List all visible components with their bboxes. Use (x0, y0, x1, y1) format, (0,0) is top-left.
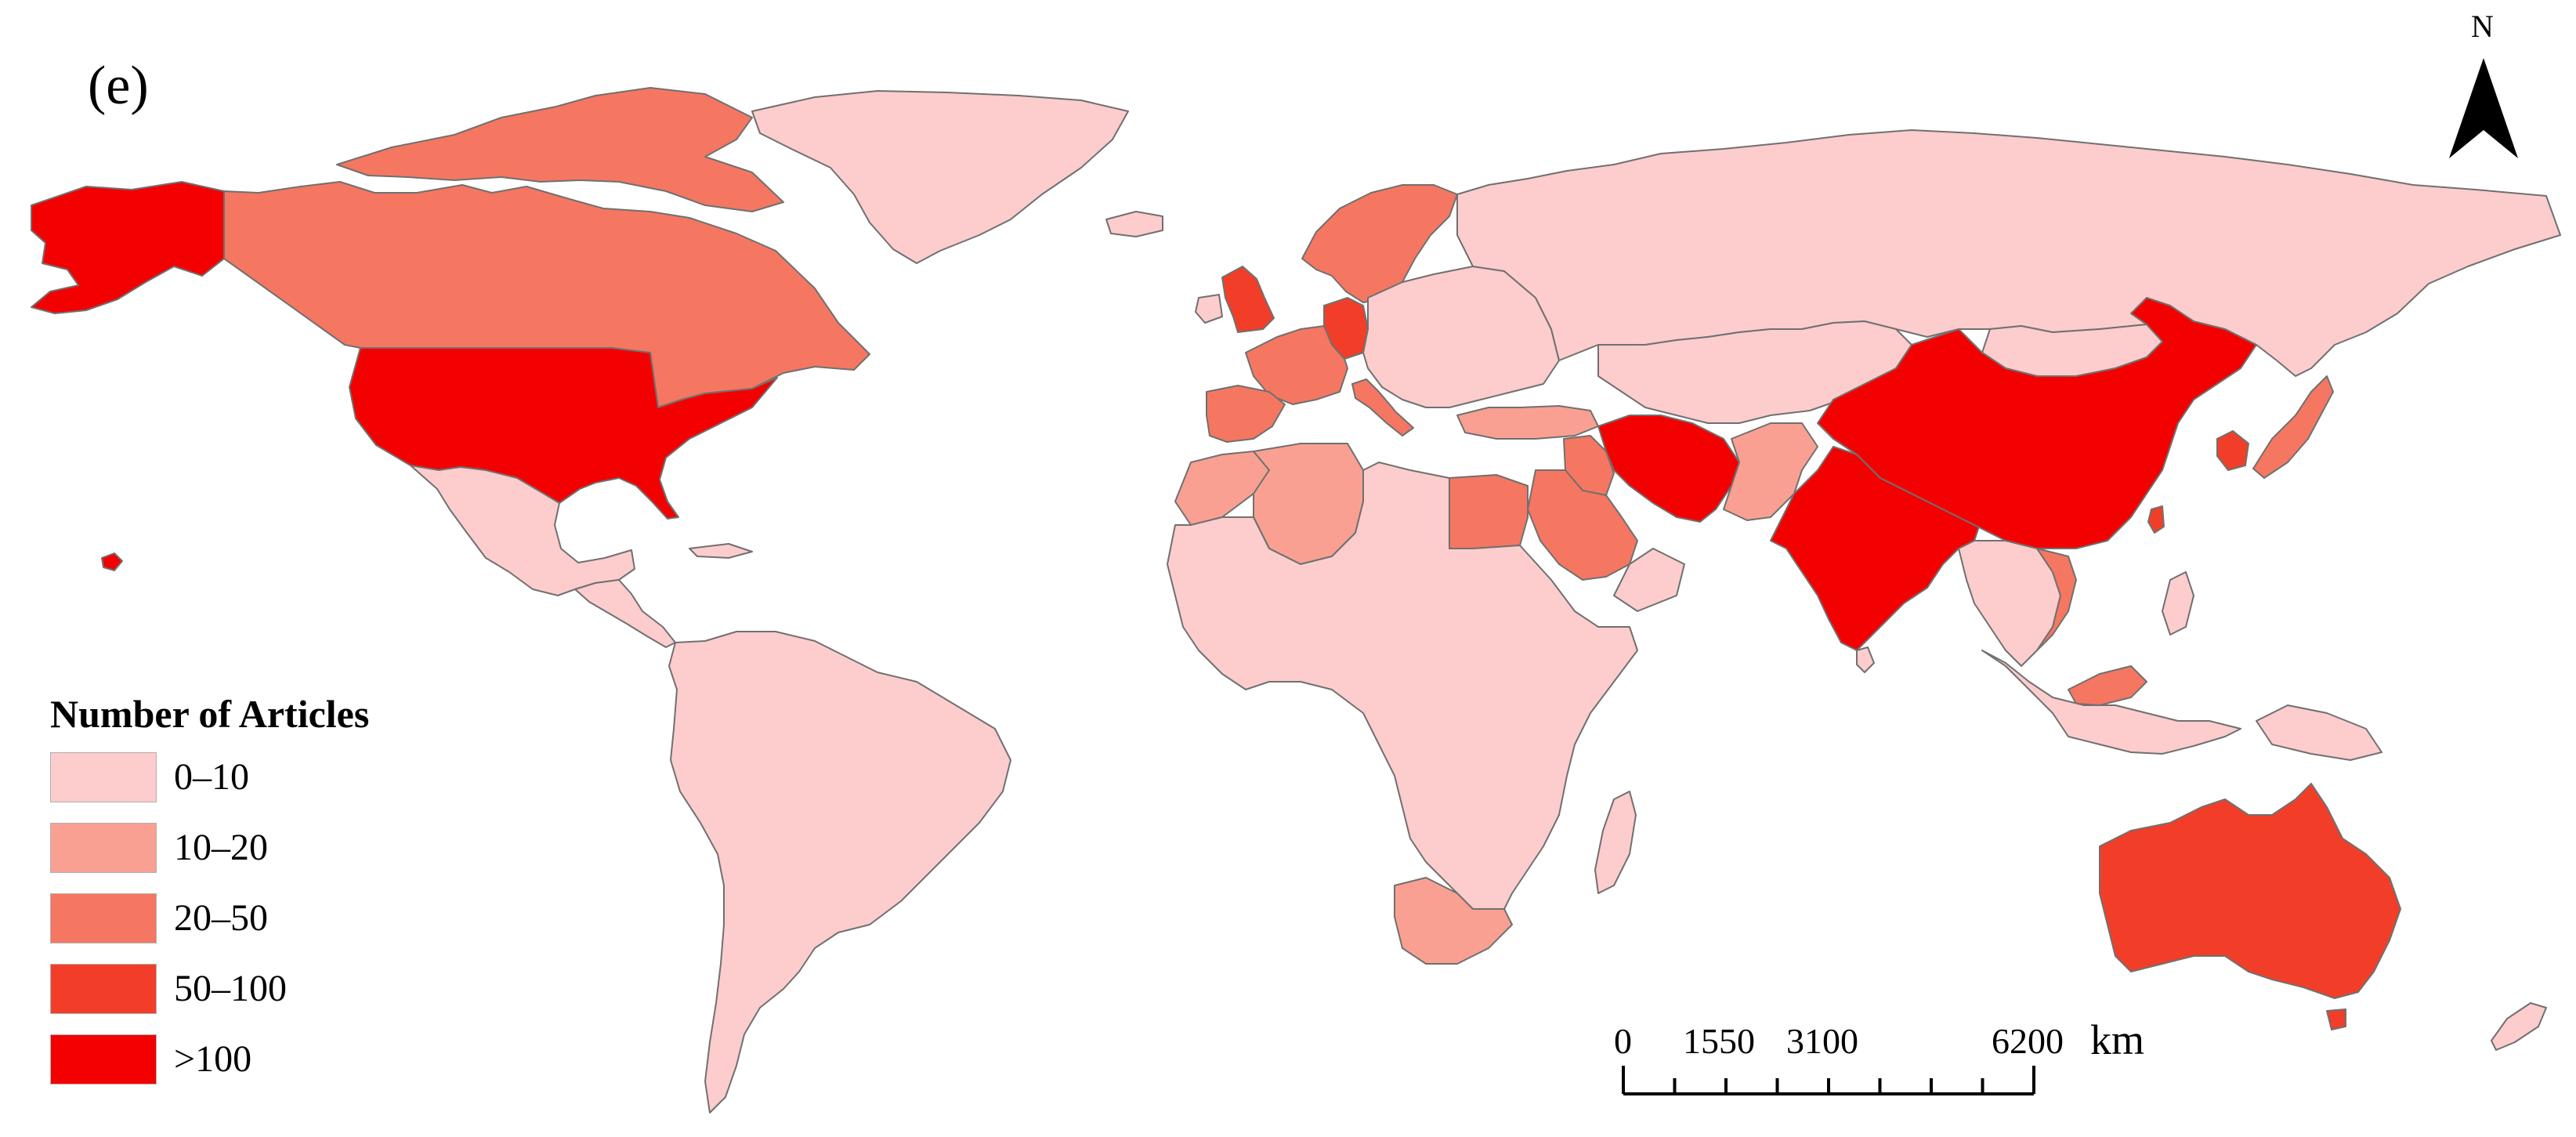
region-malaysia (2068, 665, 2147, 706)
legend-item: 0–10 (50, 752, 249, 804)
scale-unit: km (2090, 1016, 2145, 1063)
scale-label: 1550 (1683, 1021, 1755, 1061)
region-mexico (410, 465, 635, 596)
region-south-korea (2216, 430, 2249, 471)
region-caribbean (689, 543, 753, 559)
legend-label: 20–50 (174, 897, 268, 939)
legend-item: 20–50 (50, 893, 268, 945)
legend-label: 0–10 (174, 756, 249, 798)
region-greenland (751, 90, 1129, 264)
region-scandinavia (1301, 184, 1458, 303)
north-arrow-icon (2449, 58, 2518, 158)
legend-swatch (50, 823, 157, 873)
legend-swatch (50, 964, 157, 1014)
scale-label: 0 (1614, 1021, 1632, 1061)
region-pakistan (1723, 422, 1818, 521)
region-tasmania (2326, 1008, 2346, 1030)
region-egypt (1449, 474, 1529, 549)
region-madagascar (1594, 791, 1637, 894)
region-vietnam (2036, 548, 2077, 651)
scale-bar (1622, 1066, 2035, 1095)
region-iran (1597, 415, 1740, 523)
region-central-america (574, 579, 676, 648)
region-iceland (1105, 211, 1163, 237)
scale-label: 6200 (1992, 1021, 2064, 1061)
region-canadian-arctic-islands (336, 87, 784, 212)
region-philippines (2162, 571, 2194, 635)
region-turkey (1456, 405, 1599, 440)
region-papua-new-guinea (2256, 704, 2382, 761)
scale-label: 3100 (1786, 1021, 1858, 1061)
region-alaska (31, 181, 225, 314)
panel-label: (e) (88, 56, 149, 116)
region-australia (2099, 783, 2401, 999)
legend-swatch (50, 893, 157, 943)
legend-item: >100 (50, 1034, 251, 1086)
region-japan (2252, 375, 2334, 479)
region-united-kingdom (1221, 266, 1275, 333)
legend-swatch (50, 1034, 157, 1084)
region-south-america (668, 631, 1011, 1113)
legend-swatch (50, 752, 157, 802)
legend-label: >100 (174, 1038, 252, 1080)
region-indonesia (1981, 650, 2241, 755)
region-italy (1351, 378, 1414, 436)
region-spain (1206, 385, 1286, 443)
north-arrow-label: N (2471, 9, 2494, 44)
region-south-africa (1394, 877, 1513, 965)
region-africa (1167, 462, 1638, 910)
legend-item: 50–100 (50, 964, 287, 1016)
region-taiwan (2147, 505, 2165, 534)
region-arabian-peninsula-east (1613, 548, 1685, 612)
region-china (1817, 297, 2257, 549)
legend-label: 50–100 (174, 968, 287, 1009)
region-new-zealand (2491, 1002, 2547, 1051)
legend-label: 10–20 (174, 827, 268, 868)
region-hawaii (101, 552, 123, 571)
legend-title: Number of Articles (50, 692, 370, 736)
region-sri-lanka (1856, 646, 1875, 673)
legend-item: 10–20 (50, 823, 268, 874)
region-ireland (1195, 294, 1223, 324)
